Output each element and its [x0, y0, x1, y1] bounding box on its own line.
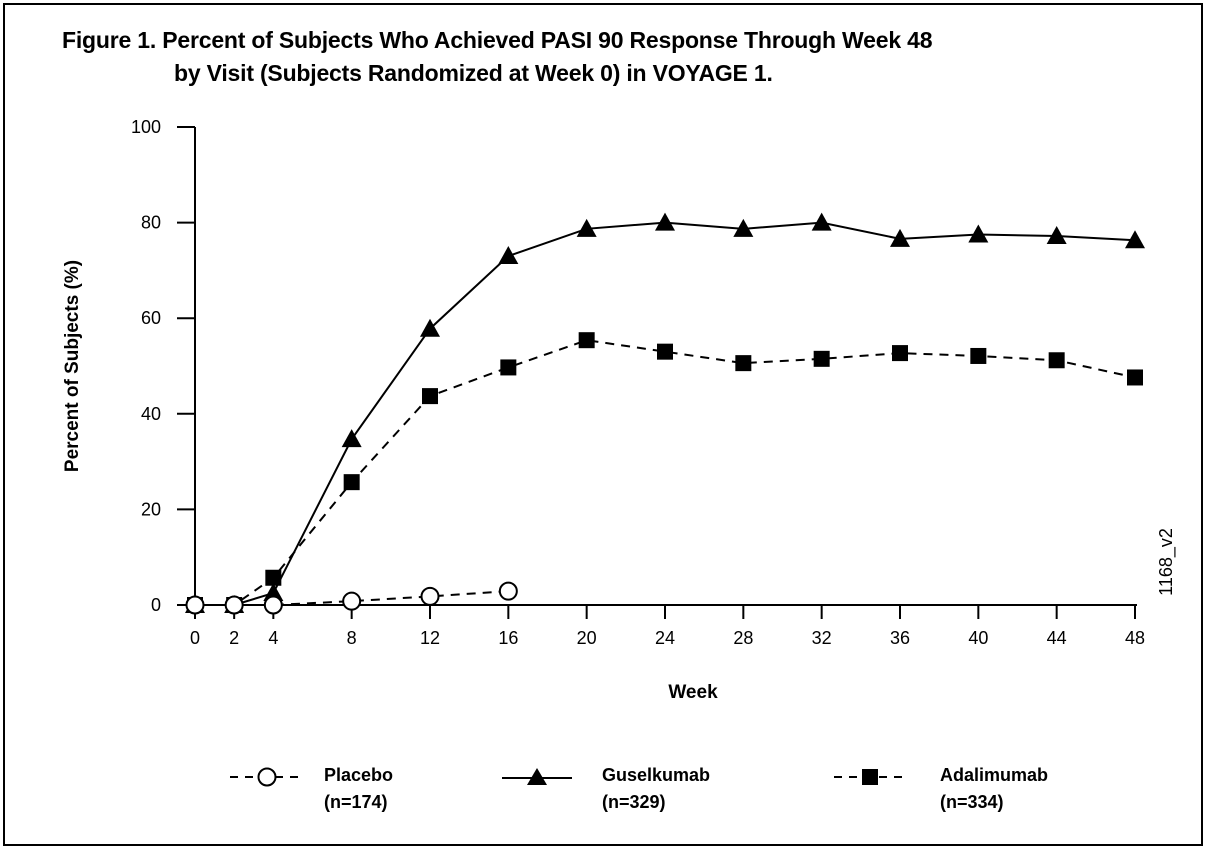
adalimumab-point [813, 350, 830, 367]
placebo-legend-label: Placebo [324, 765, 394, 785]
guselkumab-point [1125, 230, 1145, 249]
y-tick-label: 40 [141, 404, 161, 424]
x-tick-label: 28 [733, 628, 753, 648]
guselkumab-point [655, 212, 675, 231]
adalimumab-point [343, 474, 360, 491]
y-tick-label: 0 [151, 595, 161, 615]
adalimumab-point [657, 343, 673, 360]
placebo-legend-n: (n=174) [324, 792, 388, 812]
guselkumab-point [890, 228, 910, 247]
guselkumab-point [341, 429, 362, 448]
placebo-point [263, 595, 283, 615]
x-tick-label: 32 [812, 628, 832, 648]
y-tick-label: 20 [141, 499, 161, 519]
guselkumab-series [185, 212, 1145, 613]
guselkumab-point [420, 318, 440, 337]
placebo-point [498, 581, 518, 601]
adalimumab-point [892, 345, 908, 362]
adalimumab-series [187, 332, 1143, 613]
adalimumab-point [1048, 352, 1065, 369]
adalimumab-point [735, 355, 752, 372]
guselkumab-line [195, 221, 1136, 606]
guselkumab-point [576, 218, 597, 237]
chart-title: Figure 1. Percent of Subjects Who Achiev… [62, 24, 932, 90]
placebo-legend-symbol [230, 767, 304, 787]
x-tick-label: 12 [420, 628, 440, 648]
guselkumab-legend-label: Guselkumab [602, 765, 711, 785]
guselkumab-legend-n: (n=329) [602, 792, 666, 812]
x-tick-label: 40 [968, 628, 988, 648]
x-tick-label: 20 [577, 628, 597, 648]
placebo-point [224, 595, 244, 615]
chart-title-line1: Figure 1. Percent of Subjects Who Achiev… [62, 27, 933, 53]
legend: Placebo (n=174) Guselkumab (n=329) Adali… [0, 762, 1208, 822]
x-tick-label: 16 [498, 628, 518, 648]
guselkumab-point [263, 583, 284, 602]
guselkumab-legend-symbol [502, 768, 572, 785]
adalimumab-legend-label: Adalimumab [940, 765, 1049, 785]
x-tick-label: 44 [1047, 628, 1067, 648]
figure-frame [3, 3, 1203, 846]
x-tick-label: 2 [229, 628, 239, 648]
x-tick-label: 48 [1125, 628, 1145, 648]
adalimumab-point [265, 569, 282, 586]
adalimumab-legend-n: (n=334) [940, 792, 1004, 812]
x-axis-label: Week [668, 682, 718, 703]
series-layer [185, 212, 1145, 615]
adalimumab-line [195, 339, 1136, 606]
guselkumab-point [811, 212, 832, 231]
guselkumab-point [498, 246, 519, 265]
adalimumab-point [1127, 369, 1143, 386]
y-tick-label: 80 [141, 213, 161, 233]
guselkumab-point [968, 224, 989, 243]
placebo-point [420, 586, 440, 606]
figure-code: 1168_v2 [1156, 528, 1177, 596]
y-axis-label: Percent of Subjects (%) [62, 260, 83, 472]
x-tick-label: 4 [268, 628, 278, 648]
y-tick-label: 60 [141, 308, 161, 328]
placebo-series [185, 581, 518, 615]
adalimumab-legend-symbol [834, 769, 908, 785]
adalimumab-point [578, 332, 595, 349]
guselkumab-point [1046, 225, 1067, 244]
placebo-point [185, 595, 205, 615]
placebo-point [342, 591, 362, 611]
chart-title-line2: by Visit (Subjects Randomized at Week 0)… [174, 60, 773, 86]
adalimumab-point [422, 388, 438, 405]
adalimumab-point [970, 347, 987, 364]
guselkumab-point [733, 218, 754, 237]
x-tick-label: 24 [655, 628, 675, 648]
adalimumab-point [500, 359, 517, 376]
y-tick-label: 100 [131, 117, 161, 137]
x-tick-label: 0 [190, 628, 200, 648]
x-tick-label: 8 [347, 628, 357, 648]
x-tick-label: 36 [890, 628, 910, 648]
